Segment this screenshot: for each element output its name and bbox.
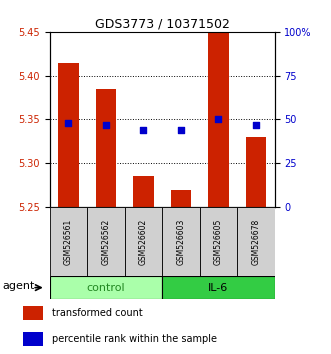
Text: GSM526603: GSM526603 bbox=[176, 218, 185, 265]
FancyBboxPatch shape bbox=[87, 207, 125, 276]
FancyBboxPatch shape bbox=[237, 207, 275, 276]
Bar bbox=[96, 89, 116, 207]
Bar bbox=[23, 306, 43, 320]
Text: GSM526562: GSM526562 bbox=[101, 218, 111, 265]
Bar bbox=[133, 176, 154, 207]
Text: GSM526678: GSM526678 bbox=[252, 218, 260, 265]
FancyBboxPatch shape bbox=[50, 207, 87, 276]
FancyBboxPatch shape bbox=[200, 207, 237, 276]
Text: agent: agent bbox=[3, 281, 35, 291]
Point bbox=[178, 127, 184, 133]
Text: GSM526602: GSM526602 bbox=[139, 218, 148, 265]
FancyBboxPatch shape bbox=[125, 207, 162, 276]
Point bbox=[103, 122, 109, 127]
FancyBboxPatch shape bbox=[162, 207, 200, 276]
Bar bbox=[171, 190, 191, 207]
Point bbox=[216, 117, 221, 122]
Bar bbox=[208, 32, 229, 207]
Text: control: control bbox=[87, 282, 125, 293]
Point bbox=[253, 122, 259, 127]
FancyBboxPatch shape bbox=[162, 276, 275, 299]
Text: IL-6: IL-6 bbox=[208, 282, 229, 293]
Bar bbox=[246, 137, 266, 207]
Text: GSM526605: GSM526605 bbox=[214, 218, 223, 265]
FancyBboxPatch shape bbox=[50, 276, 162, 299]
Text: GSM526561: GSM526561 bbox=[64, 218, 73, 265]
Point bbox=[141, 127, 146, 133]
Point bbox=[66, 120, 71, 126]
Text: transformed count: transformed count bbox=[52, 308, 143, 318]
Bar bbox=[58, 63, 79, 207]
Bar bbox=[23, 332, 43, 346]
Title: GDS3773 / 10371502: GDS3773 / 10371502 bbox=[95, 18, 230, 31]
Text: percentile rank within the sample: percentile rank within the sample bbox=[52, 333, 217, 344]
